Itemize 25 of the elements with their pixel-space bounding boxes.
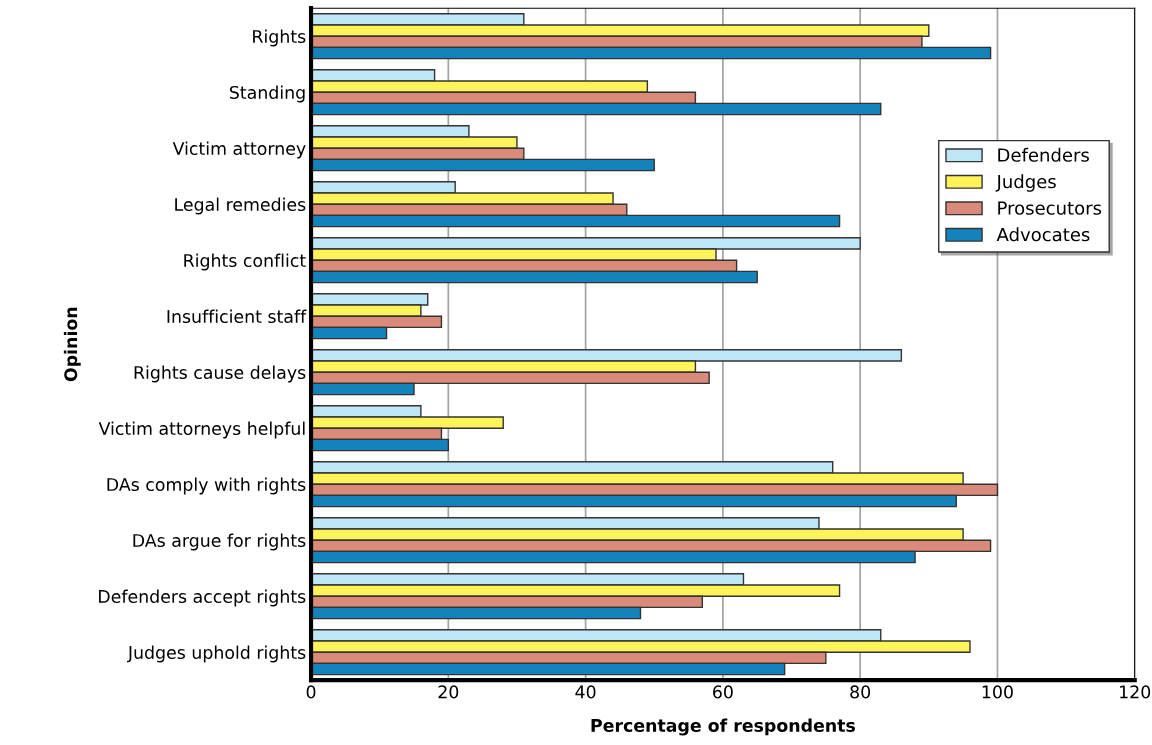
- y-tick-label: Defenders accept rights: [99, 589, 306, 607]
- y-tick-label: Standing: [229, 85, 305, 103]
- x-tick-label: 0: [306, 685, 316, 699]
- x-tick-label: 20: [438, 685, 459, 699]
- legend-label: Prosecutors: [998, 201, 1102, 215]
- y-axis-title: Opinion: [63, 307, 81, 382]
- x-tick-label: 60: [713, 685, 733, 699]
- y-tick-label: DAs comply with rights: [107, 477, 306, 495]
- x-tick-label: 80: [850, 685, 871, 699]
- y-tick-label: Rights conflict: [184, 253, 306, 271]
- x-tick-label: 120: [1120, 685, 1151, 699]
- y-tick-label: DAs argue for rights: [133, 533, 306, 551]
- legend-label: Advocates: [996, 227, 1090, 242]
- y-tick-label: Victim attorneys helpful: [98, 421, 305, 439]
- y-tick-label: Insufficient staff: [167, 309, 307, 324]
- y-tick-label: Rights cause delays: [134, 365, 306, 383]
- legend-label: Defenders: [998, 147, 1089, 162]
- y-tick-label: Judges uphold rights: [127, 645, 306, 663]
- y-tick-label: Legal remedies: [175, 197, 306, 215]
- x-axis-title: Percentage of respondents: [591, 718, 855, 736]
- x-tick-label: 100: [982, 685, 1013, 699]
- y-tick-label: Victim attorney: [172, 141, 306, 159]
- x-tick-label: 40: [575, 685, 596, 699]
- y-tick-label: Rights: [253, 29, 306, 47]
- legend-label: Judges: [995, 174, 1056, 192]
